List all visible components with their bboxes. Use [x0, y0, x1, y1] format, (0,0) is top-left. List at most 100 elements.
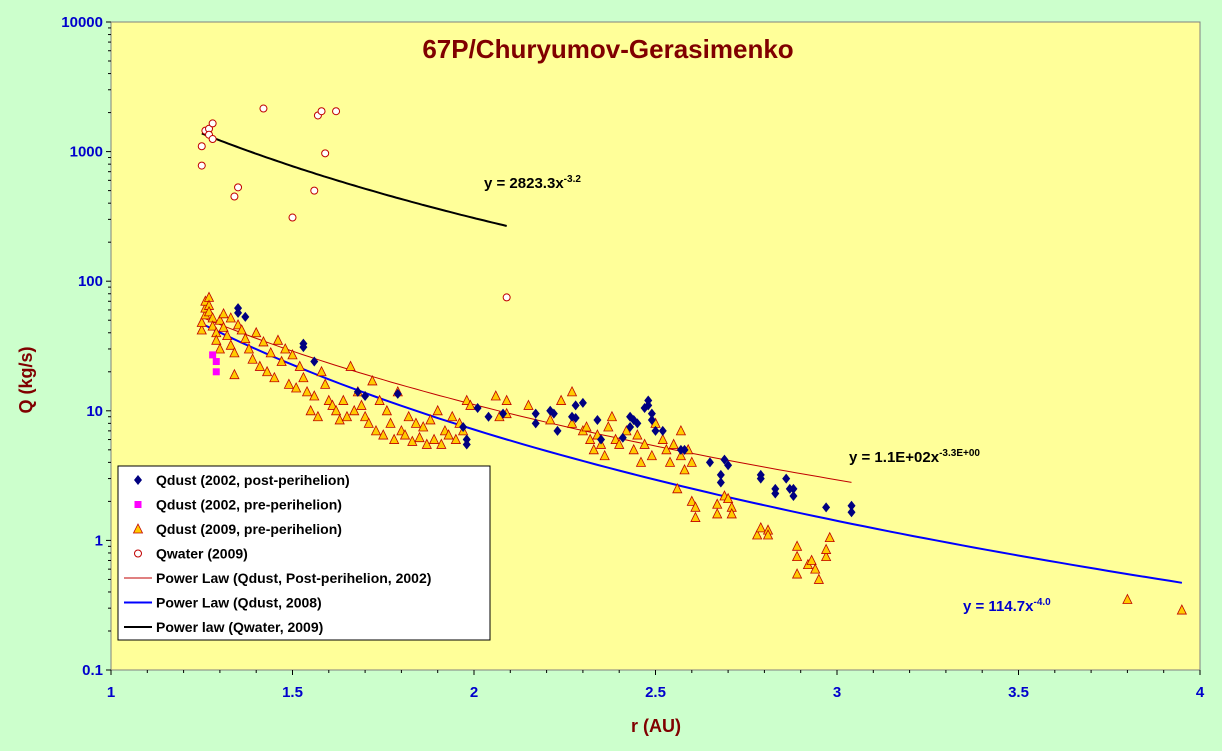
legend-entry: Qdust (2002, pre-perihelion) — [156, 497, 342, 513]
data-point — [549, 408, 558, 419]
data-point — [208, 135, 217, 144]
data-point — [403, 410, 414, 422]
data-point — [209, 351, 217, 359]
legend-marker — [134, 501, 142, 508]
data-point — [597, 434, 606, 445]
data-point — [361, 391, 370, 402]
data-point — [367, 375, 378, 386]
data-point — [680, 444, 689, 455]
data-point — [614, 438, 625, 449]
data-point — [762, 529, 774, 540]
data-point — [374, 394, 385, 405]
data-point — [724, 460, 733, 471]
fit-equation-exponent: -3.2 — [564, 174, 582, 185]
legend-entry: Power Law (Qdust, 2008) — [156, 595, 322, 611]
data-point — [633, 418, 642, 429]
data-point — [414, 431, 425, 443]
fit-equations: y = 1.1E+02x-3.3E+00 y = 114.7x-4.0 y = 28… — [484, 174, 1051, 615]
data-point — [287, 349, 298, 360]
fit-equation-exponent: -3.3E+00 — [939, 448, 980, 459]
data-point — [847, 500, 856, 511]
y-ticks: 0.1 1 10 100 1000 10000 — [61, 14, 111, 679]
data-point — [791, 568, 803, 579]
data-point — [822, 502, 831, 513]
data-point — [280, 343, 291, 354]
data-point — [320, 378, 331, 389]
data-point — [370, 424, 382, 436]
data-point — [321, 149, 330, 158]
data-point — [618, 432, 627, 443]
fit-equation-base: y = 2823.3x — [484, 175, 564, 192]
data-point — [349, 404, 360, 416]
data-point — [410, 417, 422, 428]
data-point — [225, 312, 236, 323]
data-point — [531, 418, 540, 429]
data-point — [644, 400, 653, 411]
data-point — [294, 360, 305, 371]
fit-line — [201, 132, 507, 227]
data-point — [720, 454, 729, 465]
data-point — [531, 408, 540, 419]
data-point — [418, 421, 429, 432]
data-point — [196, 324, 207, 335]
data-point — [241, 311, 250, 322]
data-point — [555, 394, 567, 405]
data-point — [203, 305, 215, 317]
data-point — [664, 456, 676, 467]
legend-entry: Qdust (2009, pre-perihelion) — [156, 521, 342, 537]
x-tick-label: 1 — [107, 684, 115, 701]
y-tick-label: 10 — [86, 403, 103, 420]
data-point — [301, 385, 313, 397]
legend-entry: Qdust (2002, post-perihelion) — [156, 472, 350, 488]
data-point — [789, 491, 798, 502]
data-point — [716, 469, 725, 480]
data-point — [447, 410, 458, 422]
data-point — [473, 403, 482, 414]
data-point — [465, 399, 476, 410]
data-point — [259, 104, 268, 113]
data-point — [265, 346, 276, 358]
x-tick-label: 3.5 — [1008, 684, 1029, 701]
data-point — [603, 421, 614, 432]
data-point — [407, 435, 418, 446]
data-point — [432, 404, 443, 416]
data-point — [288, 213, 297, 222]
data-point — [197, 142, 206, 151]
legend-marker — [134, 549, 142, 558]
data-point — [686, 495, 697, 506]
x-ticks: 1 1.5 2 2.5 3 3.5 4 — [107, 670, 1205, 701]
data-point — [211, 334, 222, 345]
data-point — [443, 429, 454, 440]
data-point — [207, 320, 218, 331]
data-point — [230, 192, 239, 201]
data-point — [234, 307, 243, 318]
data-point — [229, 368, 240, 380]
data-point — [646, 449, 658, 461]
chart-title: 67P/Churyumov-Gerasimenko — [422, 34, 793, 64]
data-point — [332, 107, 341, 116]
data-point — [599, 449, 610, 461]
y-tick-label: 10000 — [61, 14, 103, 31]
data-point — [672, 482, 683, 494]
data-point — [755, 521, 766, 533]
data-point — [338, 394, 349, 405]
data-point — [791, 540, 803, 551]
x-tick-label: 1.5 — [282, 684, 303, 701]
data-point — [247, 353, 258, 364]
data-point — [240, 332, 251, 344]
data-point — [363, 417, 374, 428]
data-point — [657, 433, 668, 444]
data-point — [232, 319, 244, 330]
data-point — [789, 483, 798, 494]
data-point — [726, 508, 737, 519]
data-point — [1176, 604, 1187, 615]
data-point — [635, 456, 647, 467]
data-point — [585, 433, 596, 444]
data-point — [214, 343, 226, 354]
data-point — [459, 421, 468, 432]
data-point — [628, 443, 639, 455]
data-point — [323, 394, 334, 405]
data-point — [675, 424, 687, 436]
data-point — [690, 511, 701, 522]
